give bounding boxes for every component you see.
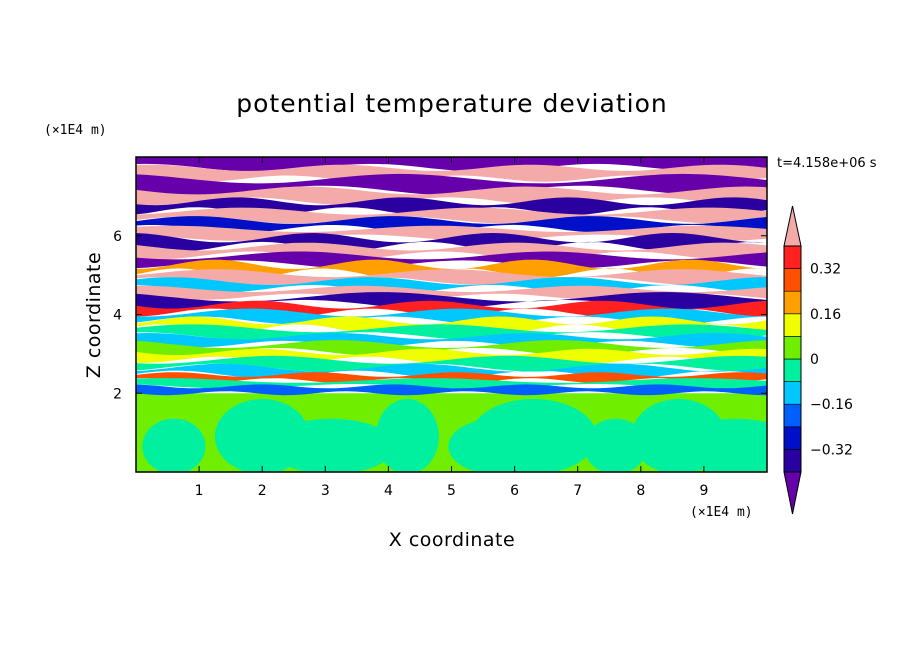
contour-band (136, 372, 767, 383)
y-unit-label: (×1E4 m) (44, 123, 107, 138)
contour-band (136, 308, 767, 325)
x-axis-ticks: 1 2 3 4 5 6 7 8 9 (195, 157, 708, 499)
colorbar-frame (783, 245, 802, 473)
colorbar-segment (783, 313, 802, 337)
lower-layer-patch (142, 418, 206, 472)
contour-band (136, 251, 767, 269)
x-tick-label: 7 (573, 483, 582, 499)
colorbar: 0.32 0.16 0 −0.16 −0.32 (783, 205, 853, 515)
lower-layer-patch (584, 418, 648, 472)
contour-band (136, 216, 767, 233)
contour-band (136, 378, 767, 389)
colorbar-segment (783, 268, 802, 292)
contour-field (136, 157, 767, 472)
y-tick-label: 6 (113, 229, 122, 245)
lower-layer-patch (672, 418, 767, 472)
x-axis-label: X coordinate (389, 529, 515, 551)
y-axis-ticks: 2 4 6 (113, 229, 767, 402)
colorbar-tick-label: 0.32 (810, 262, 841, 278)
colorbar-segment (783, 336, 802, 360)
colorbar-segment (783, 403, 802, 428)
contour-band (136, 259, 767, 278)
lower-layer-patch (268, 418, 395, 472)
colorbar-segment (783, 449, 802, 473)
chart-title: potential temperature deviation (236, 89, 667, 118)
x-tick-label: 8 (636, 483, 645, 499)
x-tick-label: 5 (447, 483, 456, 499)
x-unit-label: (×1E4 m) (690, 505, 753, 520)
contour-band (136, 173, 767, 196)
contour-band (136, 333, 767, 348)
x-tick-label: 4 (384, 483, 393, 499)
colorbar-segment (783, 245, 802, 269)
lower-layer-patch (375, 399, 439, 472)
colorbar-segment (783, 381, 802, 405)
colorbar-extend-min (783, 471, 802, 515)
y-tick-label: 2 (113, 386, 122, 402)
x-tick-label: 6 (510, 483, 519, 499)
contour-band (136, 292, 767, 310)
lower-layer-patch (470, 399, 597, 472)
colorbar-segment (783, 358, 802, 382)
time-label: t=4.158e+06 s (777, 156, 877, 171)
x-tick-label: 1 (195, 483, 204, 499)
contour-band (136, 269, 767, 285)
contour-band (136, 242, 767, 260)
colorbar-tick-label: 0.16 (810, 307, 841, 323)
colorbar-extend-max (783, 205, 802, 247)
contour-band (136, 316, 767, 333)
y-axis-label: Z coordinate (83, 252, 105, 378)
colorbar-tick-label: −0.16 (810, 397, 853, 413)
colorbar-segment (783, 426, 802, 450)
contour-band (136, 164, 767, 182)
colorbar-segment (783, 290, 802, 315)
colorbar-tick-label: −0.32 (810, 442, 853, 458)
x-tick-label: 3 (321, 483, 330, 499)
contour-band (136, 207, 767, 224)
x-tick-label: 2 (258, 483, 267, 499)
contour-band (136, 233, 767, 252)
contour-band (136, 384, 767, 396)
contour-band (136, 186, 767, 206)
x-tick-label: 9 (699, 483, 708, 499)
colorbar-tick-label: 0 (810, 352, 819, 368)
contour-band (136, 355, 767, 372)
y-tick-label: 4 (113, 308, 122, 324)
